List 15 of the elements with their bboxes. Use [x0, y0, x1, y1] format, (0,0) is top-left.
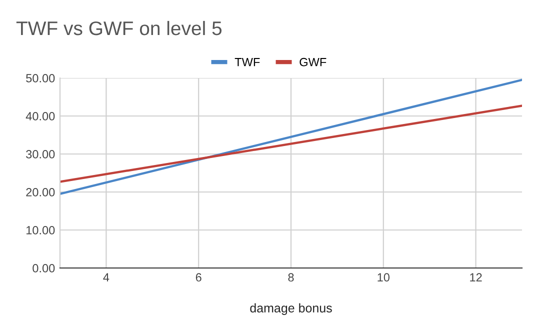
y-tick-label: 10.00 — [26, 226, 55, 234]
legend-label: TWF — [234, 58, 260, 66]
x-tick-label: 12 — [470, 273, 482, 282]
y-tick-label: 40.00 — [26, 112, 55, 120]
x-tick-label: 8 — [288, 273, 294, 282]
x-tick-label: 4 — [103, 273, 110, 282]
y-tick-label: 30.00 — [26, 150, 55, 158]
x-tick-label: 6 — [196, 273, 202, 282]
chart-title: TWF vs GWF on level 5 — [16, 20, 222, 36]
y-tick-label: 20.00 — [26, 188, 55, 196]
x-axis-title: damage bonus — [250, 303, 332, 315]
y-tick-label: 50.00 — [26, 74, 55, 82]
legend-label: GWF — [300, 58, 326, 66]
x-tick-label: 10 — [378, 273, 390, 282]
y-tick-label: 0.00 — [32, 264, 55, 272]
